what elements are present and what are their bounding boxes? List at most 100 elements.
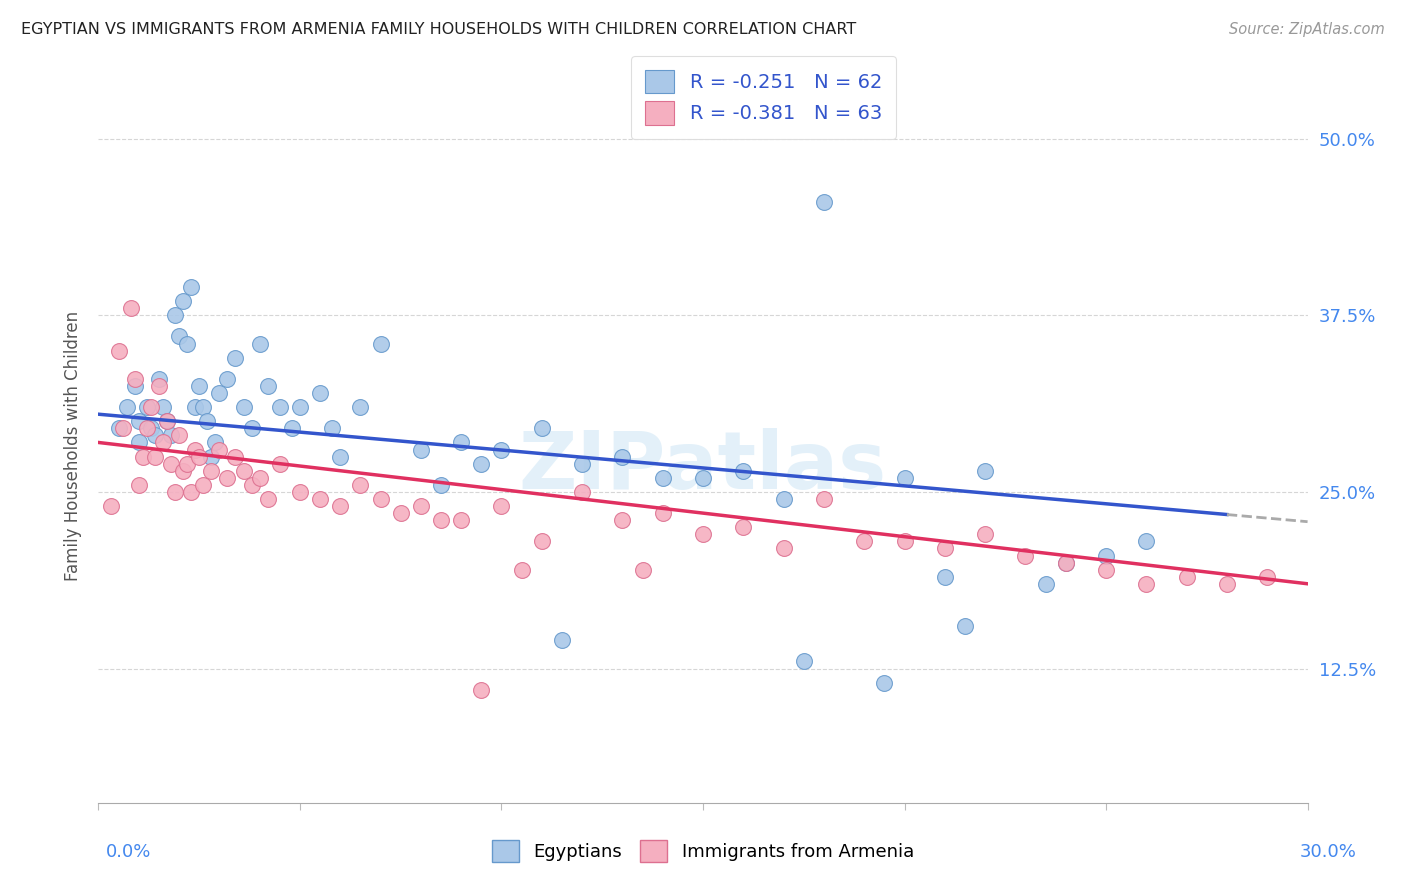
Point: [409, 499, 432, 513]
Point: [195, 414, 218, 428]
Point: [733, 520, 755, 534]
Point: [128, 435, 150, 450]
Point: [143, 428, 166, 442]
Point: [288, 400, 311, 414]
Point: [163, 484, 186, 499]
Point: [148, 379, 170, 393]
Point: [111, 421, 134, 435]
Point: [172, 464, 194, 478]
Point: [470, 457, 492, 471]
Point: [934, 541, 956, 556]
Point: [309, 386, 332, 401]
Point: [163, 308, 186, 322]
Point: [1135, 576, 1157, 591]
Point: [530, 421, 553, 435]
Point: [152, 435, 174, 450]
Point: [389, 506, 412, 520]
Point: [128, 414, 150, 428]
Point: [269, 400, 291, 414]
Point: [184, 400, 207, 414]
Point: [813, 195, 835, 210]
Point: [772, 541, 794, 556]
Point: [269, 457, 291, 471]
Point: [571, 457, 593, 471]
Point: [135, 400, 157, 414]
Point: [430, 513, 453, 527]
Point: [1035, 576, 1057, 591]
Point: [172, 294, 194, 309]
Point: [224, 450, 246, 464]
Point: [1216, 576, 1239, 591]
Point: [160, 457, 183, 471]
Point: [176, 336, 198, 351]
Point: [124, 379, 146, 393]
Point: [107, 343, 129, 358]
Point: [232, 464, 254, 478]
Point: [188, 450, 211, 464]
Point: [167, 329, 190, 343]
Point: [176, 457, 198, 471]
Legend: R = -0.251   N = 62, R = -0.381   N = 63: R = -0.251 N = 62, R = -0.381 N = 63: [631, 56, 896, 138]
Point: [135, 421, 157, 435]
Point: [450, 435, 472, 450]
Point: [893, 534, 915, 549]
Point: [1014, 549, 1036, 563]
Point: [349, 478, 371, 492]
Point: [409, 442, 432, 457]
Point: [224, 351, 246, 365]
Point: [1135, 534, 1157, 549]
Point: [120, 301, 142, 316]
Point: [430, 478, 453, 492]
Point: [551, 633, 574, 648]
Point: [893, 471, 915, 485]
Point: [349, 400, 371, 414]
Point: [692, 471, 714, 485]
Text: Source: ZipAtlas.com: Source: ZipAtlas.com: [1229, 22, 1385, 37]
Point: [321, 421, 343, 435]
Point: [200, 450, 222, 464]
Point: [692, 527, 714, 541]
Point: [193, 478, 215, 492]
Point: [1095, 549, 1118, 563]
Point: [208, 386, 231, 401]
Point: [180, 280, 202, 294]
Point: [612, 513, 634, 527]
Point: [200, 464, 222, 478]
Point: [793, 655, 815, 669]
Point: [100, 499, 122, 513]
Point: [309, 491, 332, 506]
Point: [733, 464, 755, 478]
Point: [1054, 556, 1077, 570]
Point: [813, 491, 835, 506]
Point: [208, 442, 231, 457]
Point: [491, 442, 513, 457]
Point: [974, 527, 997, 541]
Point: [491, 499, 513, 513]
Point: [148, 372, 170, 386]
Point: [612, 450, 634, 464]
Point: [156, 414, 179, 428]
Point: [156, 414, 179, 428]
Point: [240, 421, 263, 435]
Point: [256, 379, 278, 393]
Text: EGYPTIAN VS IMMIGRANTS FROM ARMENIA FAMILY HOUSEHOLDS WITH CHILDREN CORRELATION : EGYPTIAN VS IMMIGRANTS FROM ARMENIA FAMI…: [21, 22, 856, 37]
Point: [934, 570, 956, 584]
Text: ZIPatlas: ZIPatlas: [519, 428, 887, 507]
Point: [124, 372, 146, 386]
Point: [152, 400, 174, 414]
Point: [139, 421, 162, 435]
Point: [631, 563, 654, 577]
Point: [139, 400, 162, 414]
Point: [249, 471, 271, 485]
Point: [143, 450, 166, 464]
Point: [953, 619, 976, 633]
Point: [1175, 570, 1198, 584]
Point: [160, 428, 183, 442]
Point: [1256, 570, 1278, 584]
Point: [329, 450, 352, 464]
Point: [651, 471, 673, 485]
Point: [217, 372, 239, 386]
Point: [510, 563, 533, 577]
Point: [107, 421, 129, 435]
Y-axis label: Family Households with Children: Family Households with Children: [65, 311, 83, 581]
